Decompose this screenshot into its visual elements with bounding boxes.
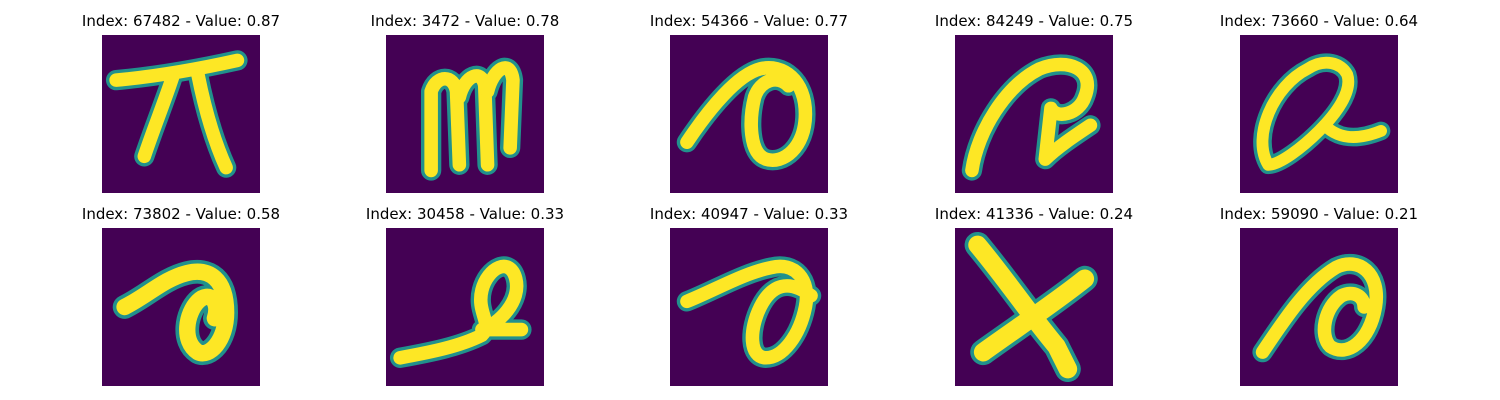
- grid-panel: Index: 3472 - Value: 0.78: [345, 2, 585, 193]
- a-slant-icon: [670, 228, 828, 386]
- grid-panel: Index: 59090 - Value: 0.21: [1199, 195, 1439, 386]
- panel-title: Index: 73802 - Value: 0.58: [81, 205, 281, 223]
- a-loop-icon: [670, 35, 828, 193]
- a-round-icon: [1240, 228, 1398, 386]
- grid-panel: Index: 41336 - Value: 0.24: [914, 195, 1154, 386]
- m-like-icon: [386, 35, 544, 193]
- r-loop-icon: [955, 35, 1113, 193]
- grid-panel: Index: 73802 - Value: 0.58: [61, 195, 301, 386]
- panel-title: Index: 3472 - Value: 0.78: [370, 12, 560, 30]
- panel-title: Index: 41336 - Value: 0.24: [934, 205, 1134, 223]
- panel-title: Index: 67482 - Value: 0.87: [81, 12, 281, 30]
- alpha-loop-icon: [1240, 35, 1398, 193]
- panel-title: Index: 54366 - Value: 0.77: [649, 12, 849, 30]
- x-cross-icon: [955, 228, 1113, 386]
- panel-title: Index: 59090 - Value: 0.21: [1219, 205, 1419, 223]
- panel-title: Index: 30458 - Value: 0.33: [365, 205, 565, 223]
- grid-panel: Index: 73660 - Value: 0.64: [1199, 2, 1439, 193]
- pi-like-icon: [102, 35, 260, 193]
- grid-panel: Index: 84249 - Value: 0.75: [914, 2, 1154, 193]
- l-loop-icon: [386, 228, 544, 386]
- grid-panel: Index: 67482 - Value: 0.87: [61, 2, 301, 193]
- grid-panel: Index: 30458 - Value: 0.33: [345, 195, 585, 386]
- grid-panel: Index: 54366 - Value: 0.77: [629, 2, 869, 193]
- a-hook-icon: [102, 228, 260, 386]
- panel-title: Index: 73660 - Value: 0.64: [1219, 12, 1419, 30]
- panel-title: Index: 84249 - Value: 0.75: [934, 12, 1134, 30]
- panel-title: Index: 40947 - Value: 0.33: [649, 205, 849, 223]
- grid-panel: Index: 40947 - Value: 0.33: [629, 195, 869, 386]
